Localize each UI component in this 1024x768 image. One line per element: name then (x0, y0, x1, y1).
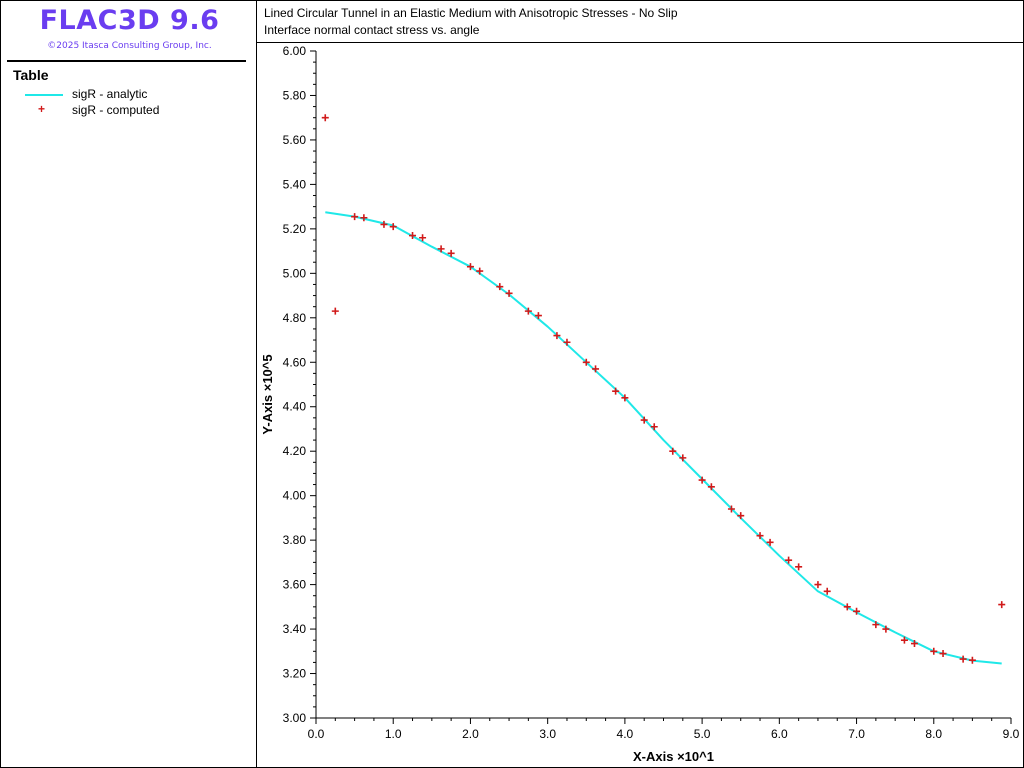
y-tick-label: 6.00 (283, 44, 307, 58)
computed-point (998, 601, 1006, 609)
computed-point (534, 312, 542, 320)
computed-point (910, 640, 918, 648)
y-tick-label: 5.80 (283, 88, 307, 102)
computed-point (612, 387, 620, 395)
computed-point (621, 394, 629, 402)
x-tick-label: 7.0 (848, 727, 865, 741)
computed-point (766, 538, 774, 546)
computed-point (959, 655, 967, 663)
computed-point (640, 416, 648, 424)
computed-point (389, 223, 397, 231)
y-tick-label: 3.20 (283, 667, 307, 681)
chart-title: Lined Circular Tunnel in an Elastic Medi… (264, 6, 678, 20)
y-axis-title: Y-Axis ×10^5 (260, 354, 275, 434)
computed-point (698, 476, 706, 484)
x-tick-label: 5.0 (694, 727, 711, 741)
x-tick-label: 4.0 (617, 727, 634, 741)
computed-point (882, 625, 890, 633)
computed-point (707, 483, 715, 491)
computed-point (785, 556, 793, 564)
legend-item-analytic: sigR - analytic (23, 86, 147, 102)
y-tick-label: 5.60 (283, 133, 307, 147)
computed-point (437, 245, 445, 253)
computed-point (843, 603, 851, 611)
computed-point (669, 447, 677, 455)
x-tick-label: 1.0 (385, 727, 402, 741)
legend-panel: FLAC3D 9.6 ©2025 Itasca Consulting Group… (0, 0, 257, 768)
axes: 3.00 3.20 3.40 3.60 3.80 4.00 4.20 4.40 4.60 4.80… (283, 44, 1020, 741)
computed-point (679, 454, 687, 462)
title-divider (256, 42, 1024, 43)
computed-point (553, 332, 561, 340)
y-tick-label: 5.20 (283, 222, 307, 236)
analytic-curve (325, 211, 1002, 665)
computed-point (737, 512, 745, 520)
computed-point (524, 307, 532, 315)
y-tick-label: 5.40 (283, 177, 307, 191)
copyright-text: ©2025 Itasca Consulting Group, Inc. (47, 41, 212, 51)
x-tick-label: 2.0 (462, 727, 479, 741)
computed-point (756, 532, 764, 540)
computed-point (380, 220, 388, 228)
y-tick-label: 4.20 (283, 444, 307, 458)
x-tick-label: 3.0 (539, 727, 556, 741)
legend-heading: Table (13, 67, 49, 83)
computed-point (321, 114, 329, 122)
computed-point (795, 563, 803, 571)
x-axis-title: X-Axis ×10^1 (633, 749, 714, 764)
legend-item-computed: + sigR - computed (23, 102, 159, 118)
sidebar-divider (7, 60, 246, 62)
computed-point (853, 607, 861, 615)
computed-point (727, 505, 735, 513)
computed-point (331, 307, 339, 315)
computed-point (563, 338, 571, 346)
computed-point (476, 267, 484, 275)
x-tick-label: 0.0 (308, 727, 325, 741)
y-tick-label: 4.40 (283, 400, 307, 414)
computed-point (360, 214, 368, 222)
computed-point (939, 650, 947, 658)
computed-point (505, 289, 513, 297)
series-layer (321, 114, 1006, 665)
y-tick-label: 4.80 (283, 311, 307, 325)
y-tick-label: 4.60 (283, 355, 307, 369)
computed-point (650, 423, 658, 431)
plus-marker-icon: + (38, 102, 46, 116)
chart-subtitle: Interface normal contact stress vs. angl… (264, 23, 480, 37)
computed-point (930, 647, 938, 655)
y-tick-label: 3.80 (283, 533, 307, 547)
y-tick-label: 3.60 (283, 578, 307, 592)
y-tick-label: 5.00 (283, 266, 307, 280)
computed-point (351, 213, 359, 221)
x-tick-label: 8.0 (925, 727, 942, 741)
computed-point (447, 249, 455, 257)
computed-point (582, 358, 590, 366)
chart-titles: Lined Circular Tunnel in an Elastic Medi… (264, 5, 678, 39)
line-swatch-icon (23, 88, 63, 100)
computed-point (592, 365, 600, 373)
computed-point (900, 636, 908, 644)
y-tick-label: 4.00 (283, 489, 307, 503)
computed-point (823, 587, 831, 595)
legend-label: sigR - analytic (72, 87, 148, 101)
computed-point (872, 621, 880, 629)
plot-panel (256, 0, 1024, 768)
app-logo: FLAC3D 9.6 (39, 5, 220, 36)
y-tick-label: 3.00 (283, 711, 307, 725)
computed-point (466, 263, 474, 271)
computed-point (496, 283, 504, 291)
computed-point (419, 234, 427, 242)
computed-point (968, 656, 976, 664)
y-tick-label: 3.40 (283, 622, 307, 636)
x-tick-label: 6.0 (771, 727, 788, 741)
computed-point (814, 581, 822, 589)
x-tick-label: 9.0 (1003, 727, 1020, 741)
legend-label: sigR - computed (72, 103, 160, 117)
computed-point (409, 232, 417, 240)
